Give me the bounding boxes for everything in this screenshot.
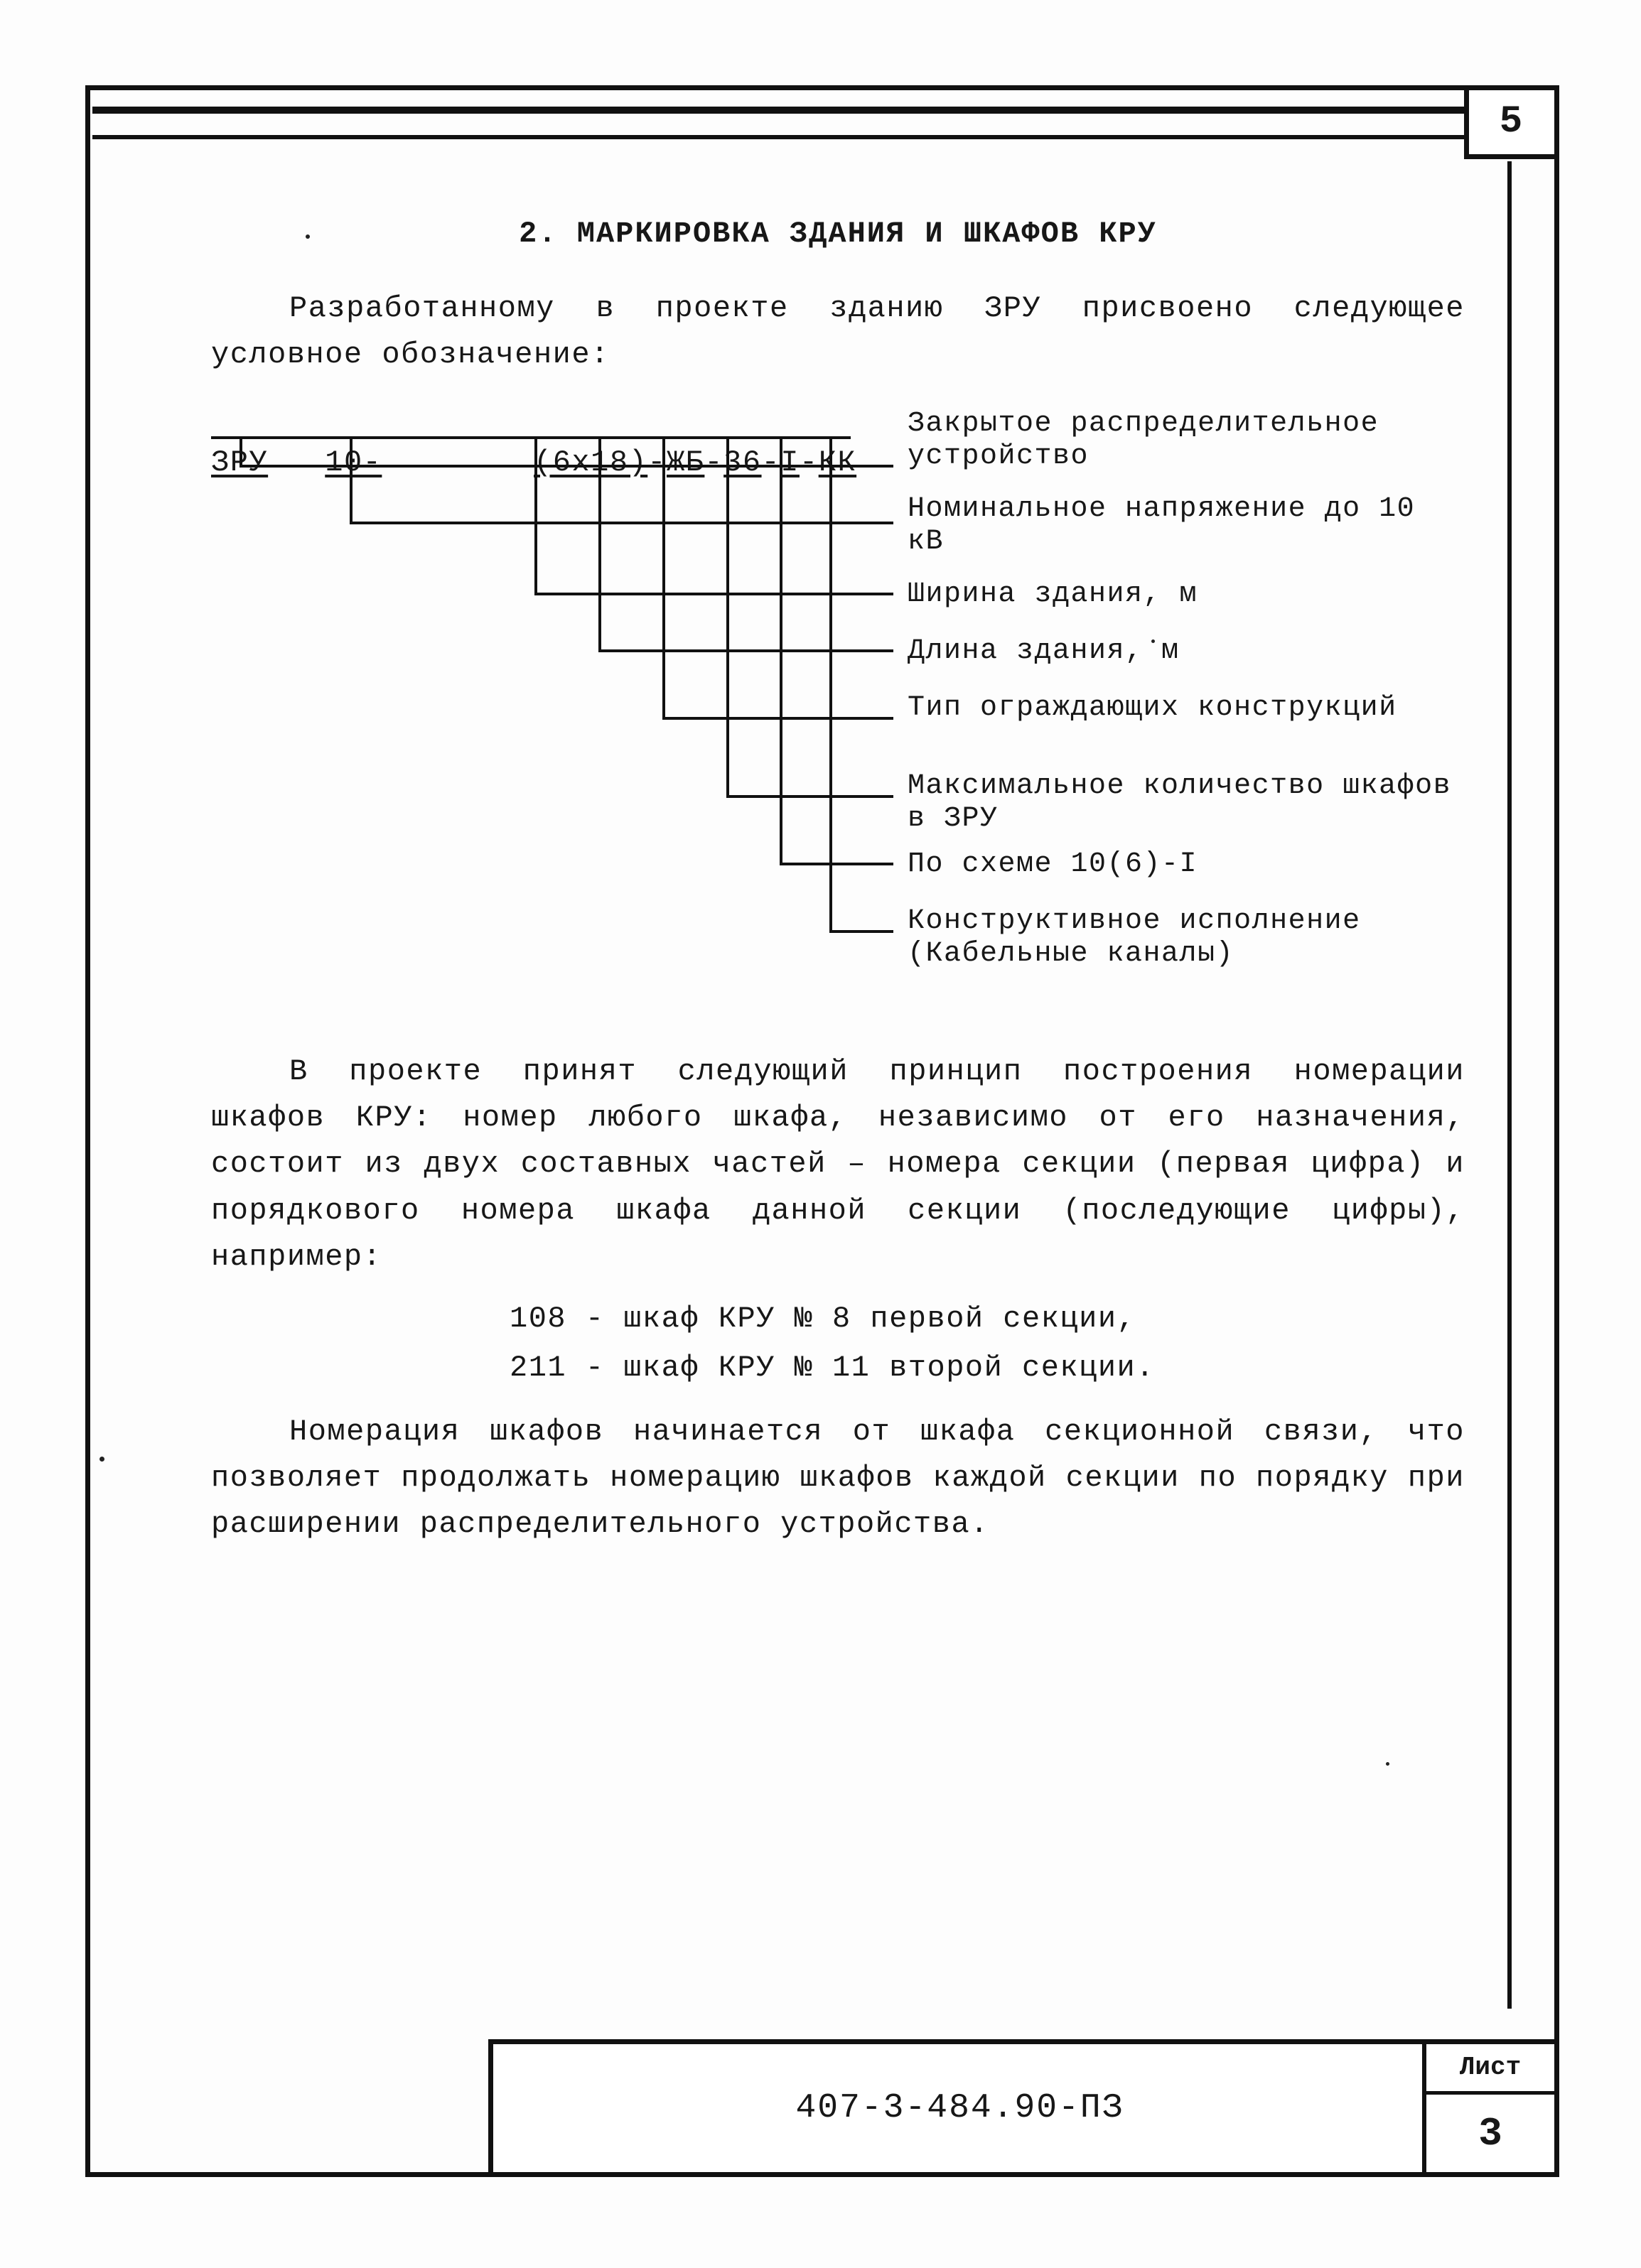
code-seg-zhb: ЖБ xyxy=(667,440,704,486)
diagram-line xyxy=(534,593,893,595)
diagram-line xyxy=(780,863,893,865)
explanation-5: Тип ограждающих кон­струкций xyxy=(908,692,1465,725)
numbering-examples: 108 - шкаф КРУ № 8 первой секции, 211 - … xyxy=(510,1296,1465,1391)
title-block: 407-3-484.90-ПЗ Лист 3 xyxy=(488,2039,1559,2177)
explanation-4: Длина здания, м xyxy=(908,635,1465,668)
intro-paragraph: Разработанному в проекте зданию ЗРУ прис… xyxy=(211,286,1465,378)
diagram-baseline xyxy=(211,436,851,439)
diagram-line xyxy=(726,436,729,795)
explanation-1: Закрытое распредели­тельное устройство xyxy=(908,408,1465,473)
diagram-line xyxy=(829,930,893,933)
explanation-7: По схеме 10(6)-I xyxy=(908,848,1465,881)
explanation-8b: (Кабельные каналы) xyxy=(908,938,1234,970)
text-frame-right-rule: 2. МАРКИРОВКА ЗДАНИЯ И ШКАФОВ КРУ Разраб… xyxy=(133,161,1512,2009)
code-seg-6x18: (6х18) xyxy=(534,440,647,486)
diagram-line xyxy=(350,436,353,522)
section-heading: 2. МАРКИРОВКА ЗДАНИЯ И ШКАФОВ КРУ xyxy=(211,211,1465,257)
diagram-line xyxy=(662,436,665,717)
numbering-note-paragraph: Номерация шкафов начинается от шкафа сек… xyxy=(211,1409,1465,1548)
scan-speck xyxy=(306,234,310,239)
diagram-line xyxy=(780,436,782,863)
top-page-number: 5 xyxy=(1464,85,1559,159)
diagram-line xyxy=(829,436,832,930)
marking-diagram: ЗРУ 10- (6х18)-ЖБ-36-I-КК Закрытое распр… xyxy=(211,394,1465,1033)
page-frame: 5 2. МАРКИРОВКА ЗДАНИЯ И ШКАФОВ КРУ Разр… xyxy=(85,85,1559,2177)
diagram-line xyxy=(726,795,893,798)
diagram-line xyxy=(240,436,242,465)
page-content: 2. МАРКИРОВКА ЗДАНИЯ И ШКАФОВ КРУ Разраб… xyxy=(211,190,1465,1563)
principle-paragraph: В проекте принят следующий принцип постр… xyxy=(211,1049,1465,1280)
code-dash: - xyxy=(800,446,819,480)
code-seg-kk: КК xyxy=(819,440,856,486)
code-seg-I: I xyxy=(780,440,800,486)
diagram-line xyxy=(662,717,893,720)
code-seg-36: 36 xyxy=(723,440,761,486)
code-dash: - xyxy=(762,446,781,480)
code-seg-10: 10- xyxy=(325,440,382,486)
sheet-column: Лист 3 xyxy=(1422,2044,1554,2172)
diagram-line xyxy=(240,465,893,468)
diagram-line xyxy=(598,649,893,652)
code-dash: - xyxy=(704,446,723,480)
example-108: 108 - шкаф КРУ № 8 первой секции, xyxy=(510,1296,1465,1342)
example-211: 211 - шкаф КРУ № 11 второй секции. xyxy=(510,1345,1465,1391)
marking-code: ЗРУ 10- (6х18)-ЖБ-36-I-КК xyxy=(211,394,856,436)
explanation-2: Номинальное напряжение до 10 кВ xyxy=(908,493,1465,558)
sheet-number: 3 xyxy=(1426,2095,1554,2173)
scan-speck xyxy=(1386,1762,1389,1766)
scan-speck xyxy=(99,1457,104,1462)
sheet-label: Лист xyxy=(1426,2044,1554,2095)
explanation-3: Ширина здания, м xyxy=(908,578,1465,611)
explanation-8: Конструктивное испол­нение (Кабельные ка… xyxy=(908,905,1465,971)
diagram-line xyxy=(534,436,537,593)
explanation-8a: Конструктивное испол­нение xyxy=(908,905,1361,937)
diagram-line xyxy=(598,436,601,649)
scan-speck xyxy=(1151,639,1155,643)
diagram-line xyxy=(350,522,893,524)
document-number: 407-3-484.90-ПЗ xyxy=(493,2044,1426,2172)
explanation-6: Максимальное количество шкафов в ЗРУ xyxy=(908,770,1465,836)
